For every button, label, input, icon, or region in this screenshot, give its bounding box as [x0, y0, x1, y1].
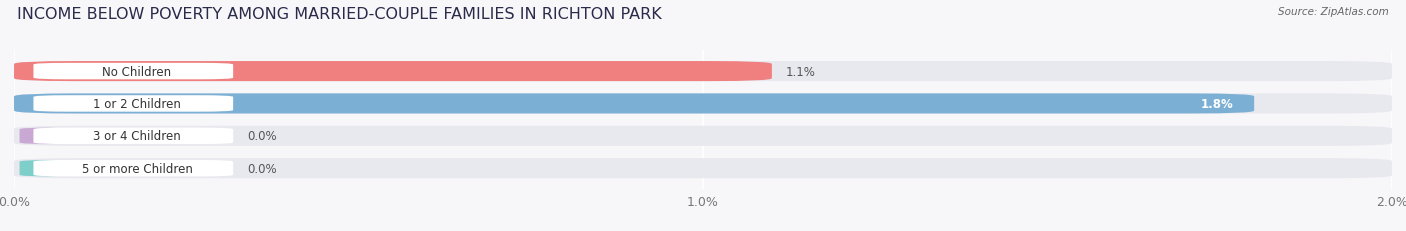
Text: INCOME BELOW POVERTY AMONG MARRIED-COUPLE FAMILIES IN RICHTON PARK: INCOME BELOW POVERTY AMONG MARRIED-COUPL… — [17, 7, 662, 22]
Text: Source: ZipAtlas.com: Source: ZipAtlas.com — [1278, 7, 1389, 17]
FancyBboxPatch shape — [34, 128, 233, 144]
FancyBboxPatch shape — [20, 160, 69, 177]
FancyBboxPatch shape — [34, 160, 233, 177]
FancyBboxPatch shape — [14, 62, 1392, 82]
Text: 0.0%: 0.0% — [247, 162, 277, 175]
FancyBboxPatch shape — [14, 126, 1392, 146]
FancyBboxPatch shape — [14, 94, 1392, 114]
FancyBboxPatch shape — [14, 158, 1392, 179]
FancyBboxPatch shape — [20, 96, 69, 112]
Text: 3 or 4 Children: 3 or 4 Children — [93, 130, 181, 143]
FancyBboxPatch shape — [34, 96, 233, 112]
FancyBboxPatch shape — [14, 62, 772, 82]
Text: 0.0%: 0.0% — [247, 130, 277, 143]
Text: 1.1%: 1.1% — [786, 65, 815, 78]
Text: 5 or more Children: 5 or more Children — [82, 162, 193, 175]
FancyBboxPatch shape — [20, 64, 69, 80]
Text: 1 or 2 Children: 1 or 2 Children — [93, 97, 181, 110]
Text: 1.8%: 1.8% — [1201, 97, 1233, 110]
FancyBboxPatch shape — [34, 64, 233, 80]
FancyBboxPatch shape — [14, 94, 1254, 114]
Text: No Children: No Children — [103, 65, 172, 78]
FancyBboxPatch shape — [20, 128, 69, 144]
